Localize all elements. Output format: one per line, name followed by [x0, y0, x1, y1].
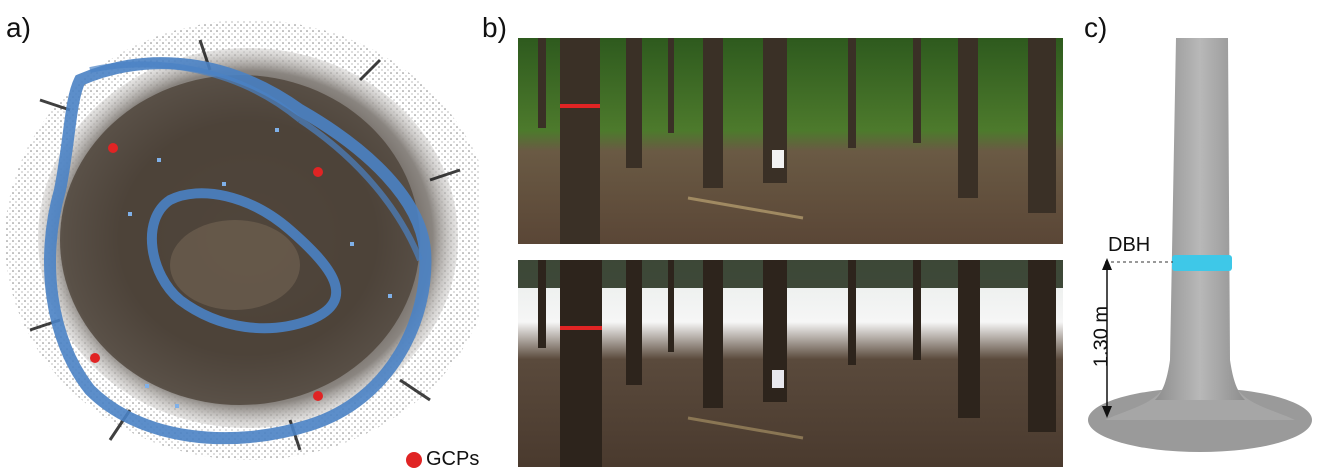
forest-photo-bottom	[518, 260, 1063, 467]
dbh-label: DBH	[1108, 234, 1151, 256]
gcp-legend-label: GCPs	[426, 448, 480, 470]
panel-label-b: b)	[482, 12, 507, 43]
gcp-legend-marker	[406, 452, 422, 468]
forest-photo-top	[518, 38, 1063, 244]
height-label: 1.30 m	[1090, 305, 1113, 368]
panel-label-c: c)	[1084, 12, 1108, 43]
panel-label-a: a)	[6, 12, 31, 43]
stem-point-cloud	[1088, 38, 1312, 452]
point-cloud-topview	[5, 20, 480, 460]
